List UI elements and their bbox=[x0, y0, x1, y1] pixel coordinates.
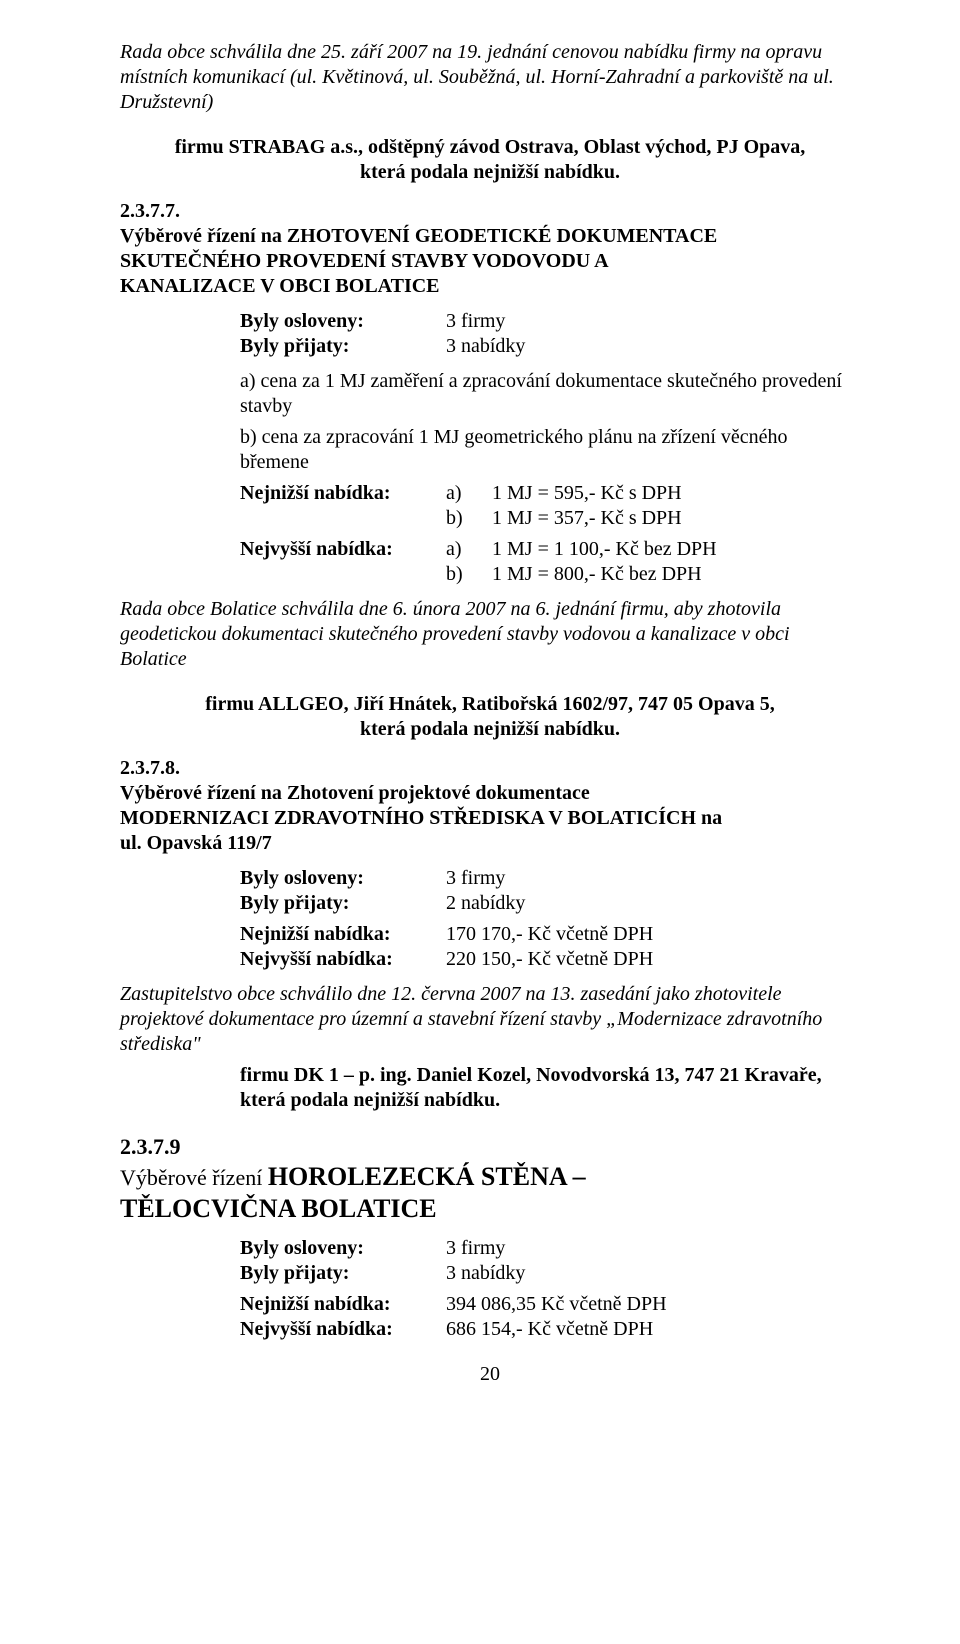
high-a-value: 1 MJ = 1 100,- Kč bez DPH bbox=[492, 537, 798, 562]
bid-table: Nejnižší nabídka: 170 170,- Kč včetně DP… bbox=[240, 922, 659, 972]
nejnizsi-value: 394 086,35 Kč včetně DPH bbox=[446, 1292, 673, 1317]
osloveny-table: Byly osloveny: 3 firmy Byly přijaty: 3 n… bbox=[240, 1236, 531, 1286]
section-title: Výběrové řízení HOROLEZECKÁ STĚNA – TĚLO… bbox=[120, 1161, 740, 1226]
col-b-label: b) bbox=[446, 506, 492, 531]
intro-firm-line-2: která podala nejnižší nabídku. bbox=[120, 160, 860, 185]
nejvyssi-label: Nejvyšší nabídka: bbox=[240, 947, 446, 972]
section-2377: 2.3.7.7. Výběrové řízení na ZHOTOVENÍ GE… bbox=[120, 199, 860, 299]
nejvyssi-label: Nejvyšší nabídka: bbox=[240, 537, 446, 562]
osloveny-value: 3 firmy bbox=[446, 309, 531, 334]
criteria-a: a) cena za 1 MJ zaměření a zpracování do… bbox=[240, 369, 860, 419]
low-a-value: 1 MJ = 595,- Kč s DPH bbox=[492, 481, 798, 506]
high-b-value: 1 MJ = 800,- Kč bez DPH bbox=[492, 562, 798, 587]
osloveny-value: 3 firmy bbox=[446, 866, 531, 891]
nejnizsi-label: Nejnižší nabídka: bbox=[240, 922, 446, 947]
bid-table: Nejnižší nabídka: 394 086,35 Kč včetně D… bbox=[240, 1292, 673, 1342]
osloveny-table: Byly osloveny: 3 firmy Byly přijaty: 3 n… bbox=[240, 309, 531, 359]
section-title: Výběrové řízení na ZHOTOVENÍ GEODETICKÉ … bbox=[120, 224, 740, 299]
osloveny-label: Byly osloveny: bbox=[240, 1236, 446, 1261]
prijaty-label: Byly přijaty: bbox=[240, 334, 446, 359]
col-a-label: a) bbox=[446, 481, 492, 506]
prijaty-value: 3 nabídky bbox=[446, 334, 531, 359]
nejvyssi-label: Nejvyšší nabídka: bbox=[240, 1317, 446, 1342]
col-b-label: b) bbox=[446, 562, 492, 587]
firm-line-2: která podala nejnižší nabídku. bbox=[240, 1088, 860, 1113]
nejnizsi-value: 170 170,- Kč včetně DPH bbox=[446, 922, 659, 947]
intro-paragraph: Rada obce schválila dne 25. září 2007 na… bbox=[120, 40, 860, 115]
high-bid-table: Nejvyšší nabídka: a) 1 MJ = 1 100,- Kč b… bbox=[240, 537, 798, 587]
prijaty-value: 2 nabídky bbox=[446, 891, 531, 916]
section-2378: 2.3.7.8. Výběrové řízení na Zhotovení pr… bbox=[120, 756, 860, 856]
nejvyssi-value: 220 150,- Kč včetně DPH bbox=[446, 947, 659, 972]
col-a-label: a) bbox=[446, 537, 492, 562]
section-number: 2.3.7.7. bbox=[120, 199, 240, 224]
osloveny-label: Byly osloveny: bbox=[240, 309, 446, 334]
nejnizsi-label: Nejnižší nabídka: bbox=[240, 1292, 446, 1317]
osloveny-table: Byly osloveny: 3 firmy Byly přijaty: 2 n… bbox=[240, 866, 531, 916]
section-title: Výběrové řízení na Zhotovení projektové … bbox=[120, 781, 740, 856]
resolution-2378: Zastupitelstvo obce schválilo dne 12. če… bbox=[120, 982, 860, 1057]
firm-line-2: která podala nejnižší nabídku. bbox=[120, 717, 860, 742]
nejnizsi-label: Nejnižší nabídka: bbox=[240, 481, 446, 506]
firm-line-1: firmu ALLGEO, Jiří Hnátek, Ratibořská 16… bbox=[120, 692, 860, 717]
criteria-b: b) cena za zpracování 1 MJ geometrického… bbox=[240, 425, 860, 475]
prijaty-label: Byly přijaty: bbox=[240, 1261, 446, 1286]
page-number: 20 bbox=[120, 1362, 860, 1387]
title-lead: Výběrové řízení bbox=[120, 1165, 268, 1190]
low-bid-table: Nejnižší nabídka: a) 1 MJ = 595,- Kč s D… bbox=[240, 481, 798, 531]
nejvyssi-value: 686 154,- Kč včetně DPH bbox=[446, 1317, 673, 1342]
prijaty-label: Byly přijaty: bbox=[240, 891, 446, 916]
section-number: 2.3.7.9 bbox=[120, 1133, 240, 1161]
intro-firm-line-1: firmu STRABAG a.s., odštěpný závod Ostra… bbox=[120, 135, 860, 160]
firm-line-1: firmu DK 1 – p. ing. Daniel Kozel, Novod… bbox=[240, 1063, 860, 1088]
low-b-value: 1 MJ = 357,- Kč s DPH bbox=[492, 506, 798, 531]
resolution-2377: Rada obce Bolatice schválila dne 6. únor… bbox=[120, 597, 860, 672]
osloveny-label: Byly osloveny: bbox=[240, 866, 446, 891]
section-number: 2.3.7.8. bbox=[120, 756, 240, 781]
section-2379: 2.3.7.9 Výběrové řízení HOROLEZECKÁ STĚN… bbox=[120, 1133, 860, 1226]
osloveny-value: 3 firmy bbox=[446, 1236, 531, 1261]
prijaty-value: 3 nabídky bbox=[446, 1261, 531, 1286]
